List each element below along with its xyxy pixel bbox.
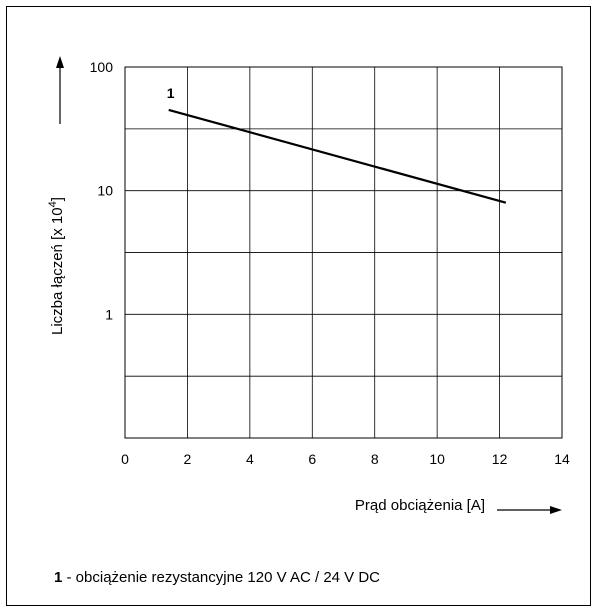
y-tick-labels: 1 10 100 [90,59,114,322]
grid [124,66,563,439]
x-tick-label: 8 [371,451,379,467]
x-tick-label: 0 [121,451,129,467]
chart-frame [6,6,591,606]
x-tick-label: 10 [429,451,445,467]
y-tick-label: 100 [90,59,114,75]
x-tick-label: 4 [246,451,254,467]
x-tick-labels: 0 2 4 6 8 10 12 14 [121,451,570,467]
y-tick-label: 10 [97,183,113,199]
y-axis-title-suffix: ] [49,197,66,201]
x-axis-title: Prąd obciążenia [A] [355,497,485,514]
y-axis-title-superscript: 4 [47,201,59,207]
legend-text: - obciążenie rezystancyjne 120 V AC / 24… [62,569,381,586]
x-tick-label: 6 [308,451,316,467]
x-tick-label: 2 [184,451,192,467]
legend-key: 1 [54,569,63,586]
series-group: 1 [167,85,507,204]
y-axis-arrow [56,56,64,124]
legend-note: 1 - obciążenie rezystancyjne 120 V AC / … [54,569,380,586]
x-axis-arrow [497,506,562,514]
x-tick-label: 12 [492,451,508,467]
y-tick-label: 1 [105,306,113,322]
series-line [168,108,507,204]
x-tick-label: 14 [554,451,570,467]
y-axis-title: Liczba łączeń [x 104] [47,197,66,335]
y-axis-title-main: Liczba łączeń [x 10 [49,207,66,335]
series-label: 1 [167,85,175,101]
